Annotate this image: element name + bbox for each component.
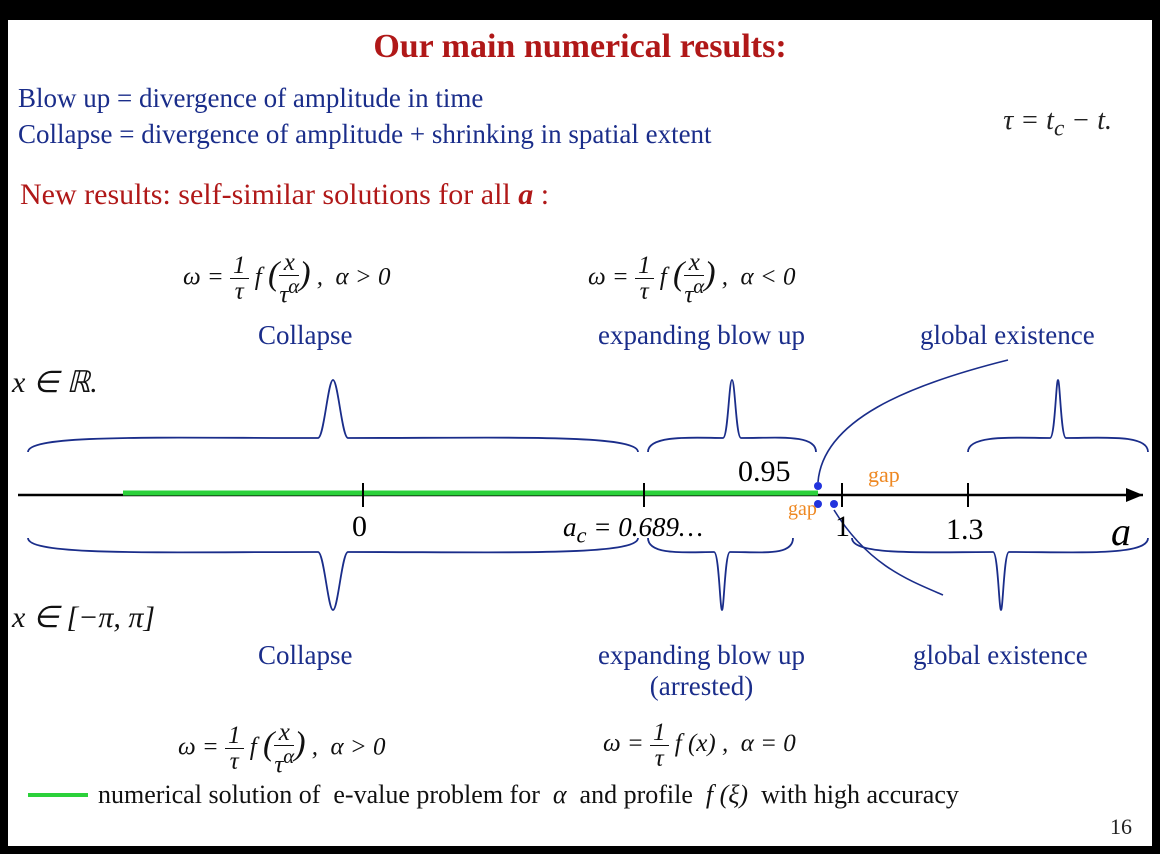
dot-gap-bot [830, 500, 838, 508]
axis-var-a: a [1111, 508, 1131, 555]
connector-top-global [818, 360, 1008, 482]
brace-bot-global [852, 538, 1148, 610]
label-bot-collapse: Collapse [258, 640, 353, 671]
tick-label-13: 1.3 [946, 513, 984, 547]
eq-bot-left: ω = 1τ f (xτα) , α > 0 [178, 720, 386, 777]
label-bot-global: global existence [913, 640, 1088, 671]
gap-label-bot: gap [788, 498, 817, 521]
tick-label-0: 0 [352, 510, 367, 544]
label-095: 0.95 [738, 455, 791, 489]
tick-label-1: 1 [835, 510, 850, 544]
brace-bot-collapse [28, 538, 638, 610]
brace-bot-expanding [648, 538, 793, 610]
page-number: 16 [1110, 814, 1132, 840]
brace-top-global [968, 380, 1148, 452]
brace-top-expanding [648, 380, 816, 452]
eq-bot-right: ω = 1τ f (x) , α = 0 [603, 720, 796, 771]
label-bot-expanding: expanding blow up (arrested) [598, 640, 805, 702]
brace-top-collapse [28, 380, 638, 452]
legend-text: numerical solution of e-value problem fo… [98, 780, 959, 810]
tick-label-ac: ac = 0.689… [563, 512, 703, 548]
axis-arrow [1126, 488, 1143, 502]
gap-label-top: gap [868, 462, 900, 488]
dot-095-top [814, 482, 822, 490]
